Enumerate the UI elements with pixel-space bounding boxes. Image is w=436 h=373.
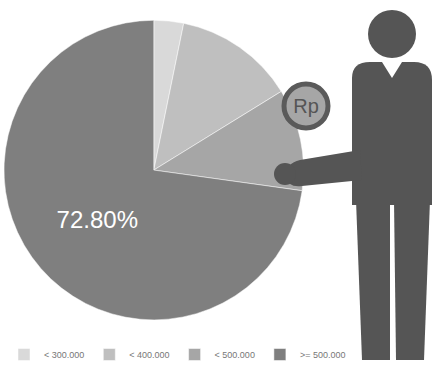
svg-text:>= 500.000: >= 500.000 [300, 350, 346, 360]
svg-text:< 500.000: < 500.000 [215, 350, 255, 360]
svg-text:Rp: Rp [293, 95, 319, 117]
svg-text:< 300.000: < 300.000 [44, 350, 84, 360]
svg-text:< 400.000: < 400.000 [129, 350, 169, 360]
svg-text:72.80%: 72.80% [57, 206, 138, 233]
